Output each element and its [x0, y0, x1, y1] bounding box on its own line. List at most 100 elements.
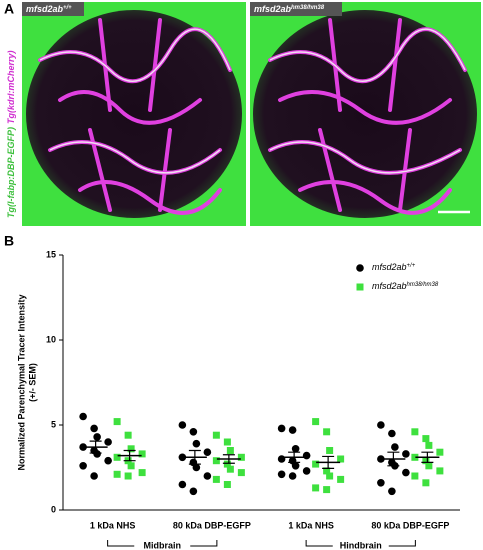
- point: [104, 456, 112, 465]
- point: [356, 264, 364, 272]
- label-box: [250, 2, 342, 16]
- point: [203, 472, 212, 480]
- point: [192, 463, 201, 472]
- error-bar: [288, 451, 301, 463]
- point: [388, 487, 396, 496]
- x-tick-label: 80 kDa DBP-EGFP: [173, 520, 251, 530]
- point: [402, 450, 410, 458]
- point: [377, 421, 385, 429]
- superscript: hm38/hm38: [291, 5, 325, 11]
- point: [138, 450, 146, 458]
- genotype: mfsd2ab: [254, 4, 292, 14]
- point: [212, 475, 220, 483]
- point: [93, 450, 101, 458]
- point: [226, 465, 234, 473]
- point: [422, 479, 430, 487]
- y-tick-label: 15: [46, 249, 56, 259]
- point: [391, 443, 399, 451]
- brain: [26, 10, 242, 218]
- error-bar: [123, 449, 136, 462]
- point: [127, 462, 135, 470]
- point: [377, 455, 385, 463]
- error-bar: [222, 454, 235, 464]
- panel-label: A: [4, 1, 14, 17]
- point: [93, 433, 101, 441]
- point: [436, 448, 444, 456]
- error-bar: [421, 451, 434, 463]
- point: [192, 439, 201, 448]
- point: [411, 428, 419, 436]
- error-bar: [387, 451, 400, 467]
- point: [337, 475, 345, 483]
- label-box: [22, 2, 84, 16]
- point: [189, 428, 198, 436]
- legend-name: mfsd2ab: [372, 281, 407, 291]
- point: [237, 469, 245, 477]
- point: [226, 447, 234, 454]
- point: [223, 438, 231, 446]
- panel-label: B: [4, 233, 14, 249]
- vessels-highlight: [39, 28, 466, 174]
- point: [377, 479, 385, 487]
- point: [124, 472, 132, 480]
- legend-label: mfsd2ab+/+: [372, 262, 416, 272]
- group-label: Hindbrain: [340, 540, 382, 550]
- point: [178, 421, 187, 429]
- group-label: Midbrain: [144, 540, 182, 550]
- point: [277, 455, 286, 463]
- point: [277, 424, 286, 433]
- y-tick-label: 5: [51, 419, 56, 429]
- side-label: Tg(l-fabp:DBP-EGFP) Tg(kdrl:mCherry): [6, 51, 16, 219]
- point: [312, 418, 320, 426]
- group-bracket: [305, 540, 416, 547]
- point: [124, 431, 132, 439]
- point: [425, 462, 433, 470]
- point: [113, 453, 121, 461]
- x-tick-label: 1 kDa NHS: [90, 520, 136, 530]
- point: [326, 447, 334, 454]
- point: [302, 467, 311, 475]
- point: [326, 472, 334, 480]
- point: [323, 467, 331, 475]
- superscript: +/+: [63, 5, 72, 11]
- point: [223, 460, 231, 468]
- point: [113, 470, 121, 478]
- side-label-green: Tg(l-fabp:DBP-EGFP): [6, 127, 16, 218]
- point: [237, 453, 245, 461]
- point: [79, 443, 87, 451]
- point: [411, 472, 419, 480]
- x-tick-label: 80 kDa DBP-EGFP: [371, 520, 449, 530]
- point: [288, 472, 297, 480]
- group-bracket: [107, 540, 218, 547]
- point: [425, 441, 433, 449]
- point: [90, 472, 98, 480]
- point: [422, 435, 430, 443]
- point: [212, 431, 220, 439]
- y-tick-label: 0: [51, 504, 56, 514]
- y-tick-label: 10: [46, 334, 56, 344]
- point: [178, 480, 187, 489]
- point: [90, 424, 98, 433]
- legend-name: mfsd2ab: [372, 262, 407, 272]
- point: [113, 418, 121, 426]
- point: [422, 457, 430, 465]
- point: [291, 445, 300, 453]
- point: [337, 455, 345, 463]
- genotype-label: mfsd2abhm38/hm38: [254, 4, 325, 14]
- error-bar: [188, 449, 201, 465]
- point: [388, 429, 396, 438]
- error-bar: [89, 440, 102, 454]
- point: [223, 481, 231, 488]
- genotype: mfsd2ab: [26, 4, 64, 14]
- point: [79, 412, 87, 421]
- side-label-magenta: Tg(kdrl:mCherry): [6, 51, 16, 125]
- point: [277, 470, 286, 479]
- legend-sup: hm38/hm38: [407, 282, 439, 288]
- point: [312, 484, 320, 492]
- point: [288, 426, 297, 434]
- point: [402, 468, 410, 477]
- y-axis-label: Normalized Parenchymal Tracer Intensity: [16, 294, 26, 470]
- genotype-label: mfsd2ab+/+: [26, 4, 72, 14]
- point: [203, 448, 212, 457]
